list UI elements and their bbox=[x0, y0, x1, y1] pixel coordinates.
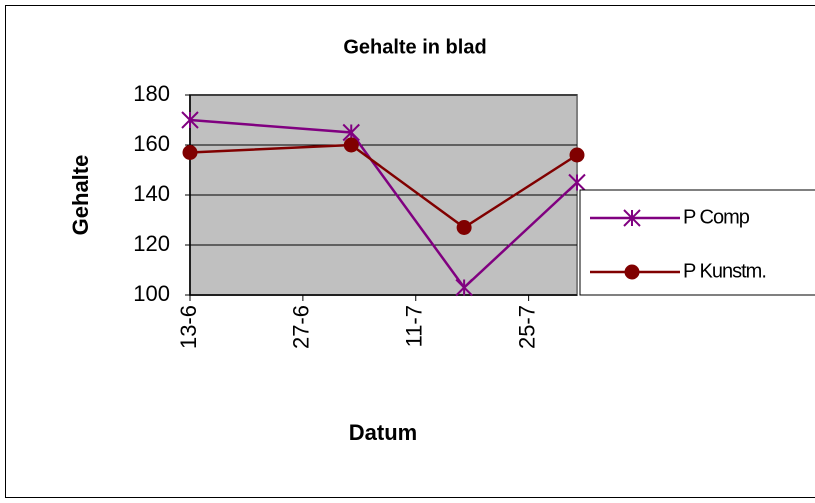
y-tick-label: 120 bbox=[133, 231, 170, 256]
x-tick-label: 27-6 bbox=[289, 305, 314, 349]
marker bbox=[568, 173, 586, 192]
chart-title: Gehalte in blad bbox=[343, 36, 486, 58]
marker bbox=[343, 137, 359, 153]
legend-box bbox=[579, 189, 815, 296]
marker bbox=[181, 111, 199, 129]
x-axis-label: Datum bbox=[349, 420, 417, 445]
y-tick-label: 100 bbox=[133, 281, 170, 306]
line bbox=[189, 118, 578, 290]
legend-marker bbox=[623, 209, 641, 227]
marker bbox=[182, 145, 198, 160]
x-tick-label: 25-7 bbox=[514, 305, 539, 349]
legend-marker bbox=[624, 264, 640, 280]
y-axis-label: Gehalte bbox=[68, 155, 93, 236]
legend-label: P Kunstm. bbox=[683, 260, 766, 282]
marker bbox=[569, 147, 585, 163]
y-tick-label: 140 bbox=[133, 181, 170, 206]
legend-label: P Comp bbox=[683, 206, 750, 228]
x-tick-label: 13-6 bbox=[176, 305, 201, 349]
y-tick-label: 180 bbox=[133, 81, 170, 106]
line bbox=[189, 143, 578, 230]
marker bbox=[455, 278, 473, 297]
x-tick-label: 11-7 bbox=[402, 305, 427, 347]
y-tick-label: 160 bbox=[133, 131, 170, 156]
marker bbox=[456, 220, 472, 235]
